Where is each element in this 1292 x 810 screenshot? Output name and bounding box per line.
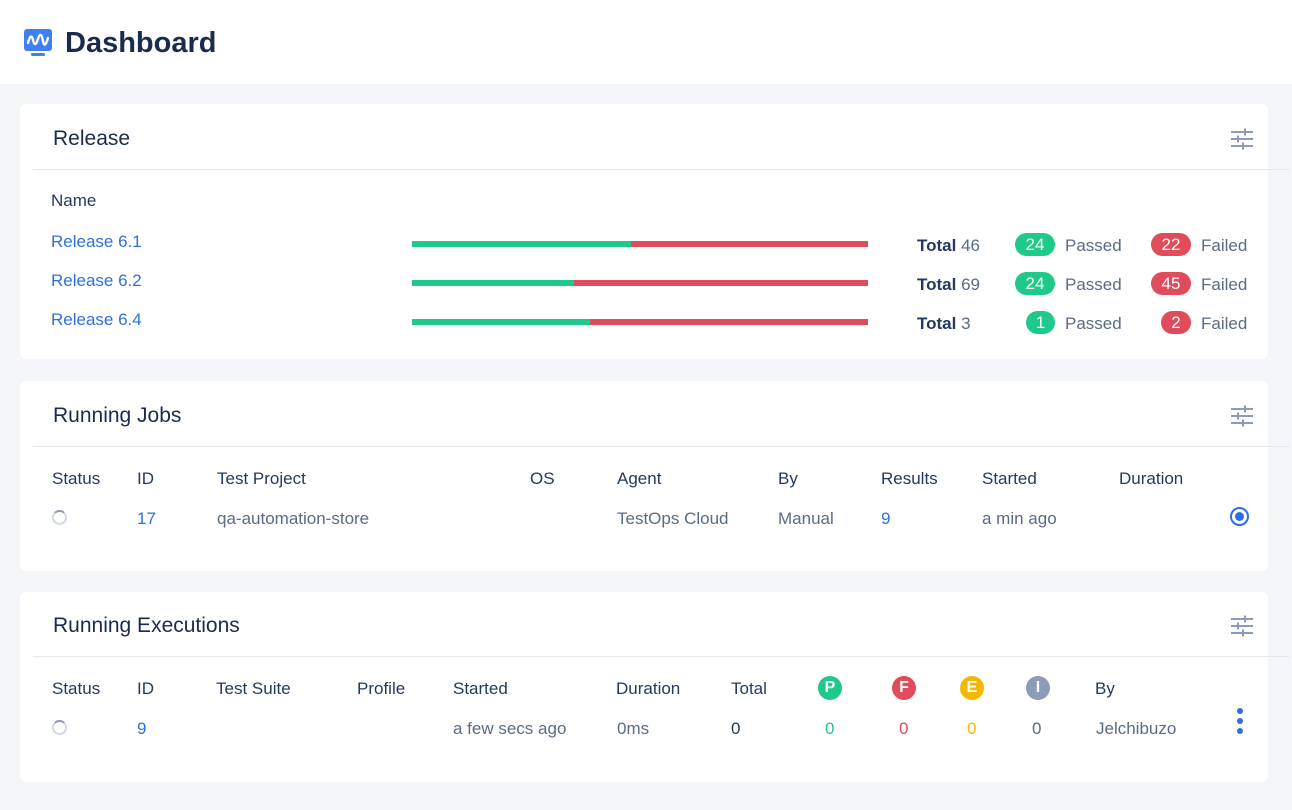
results-link[interactable]: 9 [881, 509, 891, 528]
filter-settings-icon[interactable] [1230, 615, 1254, 637]
column-header-os: OS [530, 469, 555, 488]
release-progress-bar [412, 241, 868, 247]
agent-cell: TestOps Cloud [617, 509, 729, 528]
passed-count-badge: 24 [1015, 233, 1055, 256]
card-divider [33, 446, 1290, 447]
total-cell: 0 [731, 719, 741, 738]
loading-spinner-icon [52, 510, 67, 525]
release-progress-passed [412, 280, 574, 286]
card-divider [33, 169, 1290, 170]
column-header-results: Results [881, 469, 938, 488]
filter-settings-icon[interactable] [1230, 128, 1254, 150]
passed-count-badge: 24 [1015, 272, 1055, 295]
failed-count-badge: 45 [1151, 272, 1191, 295]
passed-label: Passed [1065, 275, 1122, 294]
duration-cell: 0ms [617, 719, 650, 738]
failed-count-cell: 0 [899, 719, 909, 738]
column-header-agent: Agent [617, 469, 662, 488]
release-progress-bar [412, 319, 868, 325]
column-header-name: Name [51, 191, 97, 210]
column-header-started: Started [453, 679, 508, 698]
release-total: Total 3 [917, 314, 971, 334]
passed-count-badge: 1 [1026, 311, 1055, 334]
incomplete-count-cell: 0 [1032, 719, 1042, 738]
release-link[interactable]: Release 6.1 [51, 232, 142, 251]
filter-settings-icon[interactable] [1230, 405, 1254, 427]
passed-label: Passed [1065, 236, 1122, 255]
failed-count-badge: 2 [1161, 311, 1191, 334]
passed-label: Passed [1065, 314, 1122, 333]
by-cell: Manual [778, 509, 834, 528]
loading-spinner-icon [52, 720, 67, 735]
page-title: Dashboard [65, 27, 217, 59]
incomplete-badge: I [1026, 676, 1050, 700]
column-header-by: By [778, 469, 798, 488]
column-header-id: ID [137, 469, 154, 488]
passed-count-cell: 0 [825, 719, 835, 738]
card-divider [33, 656, 1290, 657]
started-cell: a few secs ago [453, 719, 567, 738]
release-link[interactable]: Release 6.2 [51, 271, 142, 290]
failed-label: Failed [1201, 314, 1248, 333]
started-cell: a min ago [982, 509, 1057, 528]
failed-count-badge: 22 [1151, 233, 1191, 256]
test-project-cell: qa-automation-store [217, 509, 370, 528]
running-executions-title: Running Executions [53, 614, 240, 637]
column-header-test-project: Test Project [217, 469, 306, 488]
total-value: 46 [961, 236, 981, 255]
column-header-total: Total [731, 679, 767, 698]
error-count-cell: 0 [967, 719, 977, 738]
passed-badge: P [818, 676, 842, 700]
failed-badge: F [892, 676, 916, 700]
dashboard-monitor-icon [24, 29, 52, 56]
running-executions-card: Running Executions Status ID Test Suite … [20, 592, 1290, 782]
by-cell: Jelchibuzo [1096, 719, 1177, 738]
column-header-profile: Profile [357, 679, 406, 698]
total-label: Total [917, 314, 957, 333]
column-header-duration: Duration [1119, 469, 1184, 488]
release-link[interactable]: Release 6.4 [51, 310, 142, 329]
column-header-by: By [1095, 679, 1115, 698]
column-header-status: Status [52, 679, 101, 698]
column-header-status: Status [52, 469, 101, 488]
failed-label: Failed [1201, 236, 1248, 255]
error-badge: E [960, 676, 984, 700]
release-card: Release Name Release 6.1 Total 46 24 Pas… [20, 104, 1290, 359]
release-progress-bar [412, 280, 868, 286]
more-options-icon[interactable] [1235, 708, 1245, 734]
running-jobs-title: Running Jobs [53, 404, 182, 427]
total-label: Total [917, 275, 957, 294]
total-value: 3 [961, 314, 971, 333]
column-header-duration: Duration [616, 679, 681, 698]
total-label: Total [917, 236, 957, 255]
job-id-link[interactable]: 17 [137, 509, 156, 528]
release-total: Total 46 [917, 236, 980, 256]
failed-label: Failed [1201, 275, 1248, 294]
column-header-id: ID [137, 679, 154, 698]
column-header-started: Started [982, 469, 1037, 488]
total-value: 69 [961, 275, 981, 294]
release-total: Total 69 [917, 275, 980, 295]
execution-id-link[interactable]: 9 [137, 719, 147, 738]
release-progress-passed [412, 319, 590, 325]
top-bar: Dashboard [0, 0, 1292, 84]
stop-job-radio-icon[interactable] [1230, 507, 1249, 526]
release-card-title: Release [53, 127, 131, 150]
running-jobs-card: Running Jobs Status ID Test Project OS A… [20, 381, 1290, 571]
column-header-test-suite: Test Suite [216, 679, 291, 698]
release-progress-passed [412, 241, 631, 247]
